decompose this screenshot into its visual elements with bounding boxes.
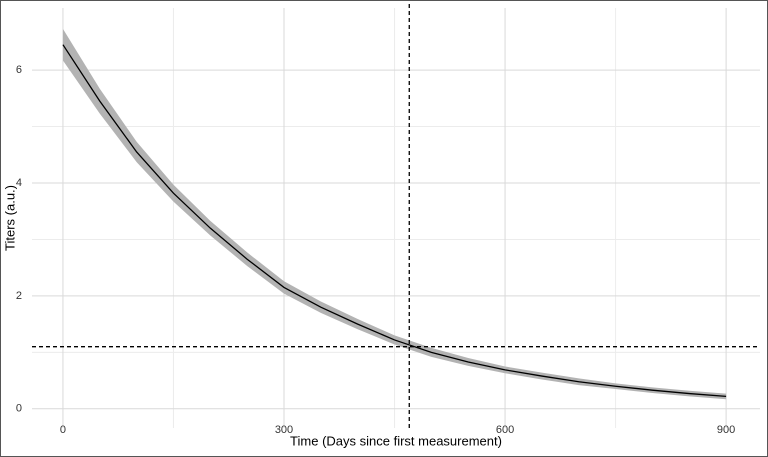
y-tick-label: 0 bbox=[16, 403, 22, 415]
x-axis-title: Time (Days since first measurement) bbox=[290, 433, 502, 448]
y-tick-label: 2 bbox=[16, 290, 22, 302]
y-axis-title: Titers (a.u.) bbox=[2, 185, 17, 251]
y-tick-label: 6 bbox=[16, 64, 22, 76]
grid bbox=[32, 8, 760, 428]
x-tick-label: 900 bbox=[717, 424, 735, 436]
x-tick-label: 600 bbox=[496, 424, 514, 436]
y-tick-label: 4 bbox=[16, 177, 22, 189]
marks bbox=[32, 4, 760, 428]
x-tick-label: 0 bbox=[60, 424, 66, 436]
trend-line bbox=[62, 44, 727, 398]
x-tick-label: 300 bbox=[275, 424, 293, 436]
